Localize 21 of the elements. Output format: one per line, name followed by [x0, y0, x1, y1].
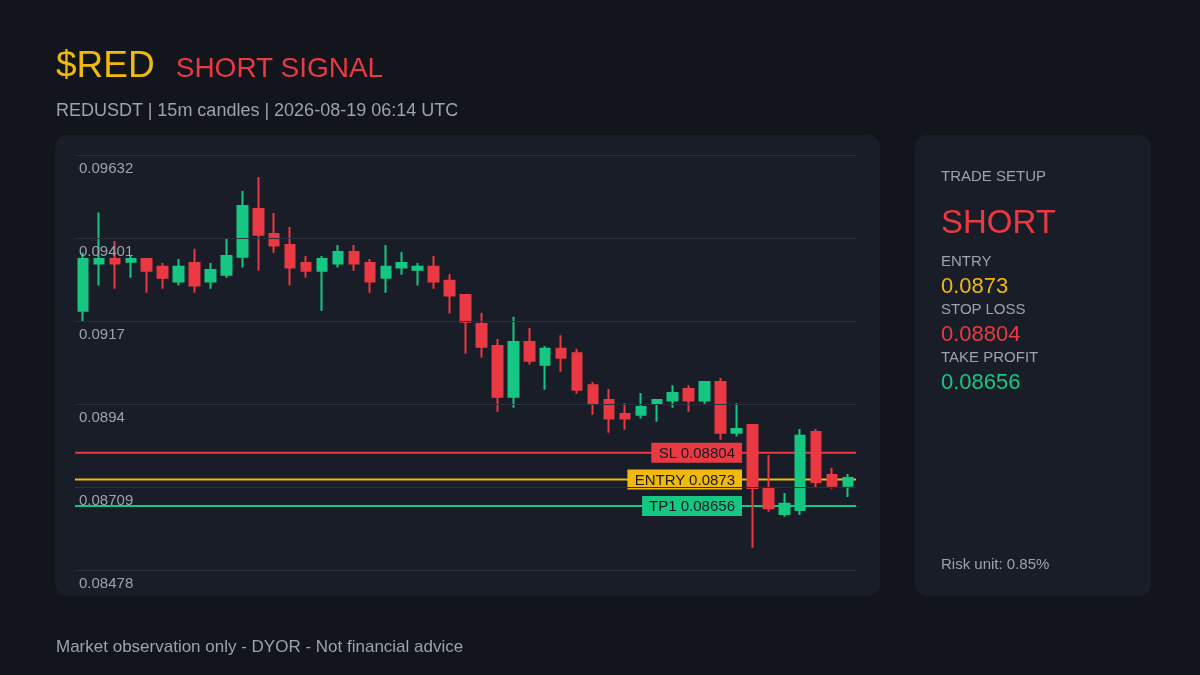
text: Risk unit: 0.85% — [941, 554, 1050, 572]
text: 0.0873 — [941, 272, 1009, 298]
text: TAKE PROFIT — [941, 348, 1039, 366]
text: ENTRY — [941, 252, 992, 270]
y-tick-label: 0.08478 — [79, 574, 134, 591]
y-tick-label: 0.09632 — [79, 159, 134, 176]
chart-title: $RED — [56, 43, 155, 85]
ref-line-label: ENTRY 0.0873 — [634, 470, 735, 488]
ref-line-label: TP1 0.08656 — [649, 497, 735, 515]
text: Market observation only - DYOR - Not financial advice — [56, 636, 464, 656]
y-tick-label: 0.0894 — [79, 407, 125, 425]
y-tick-label: 0.08709 — [79, 490, 134, 508]
text: SHORT SIGNAL — [175, 51, 384, 83]
chart-subtitle: REDUSDT | 15m candles | 2026-08-19 06:14 UTC — [56, 99, 459, 120]
text: 0.08804 — [941, 320, 1021, 346]
text: TRADE SETUP — [941, 167, 1047, 185]
ref-line-label: SL 0.08804 — [658, 444, 735, 462]
y-tick-label: 0.0917 — [79, 325, 125, 343]
text: 0.08656 — [941, 368, 1021, 394]
text: SHORT — [941, 203, 1056, 241]
text: STOP LOSS — [941, 300, 1026, 318]
